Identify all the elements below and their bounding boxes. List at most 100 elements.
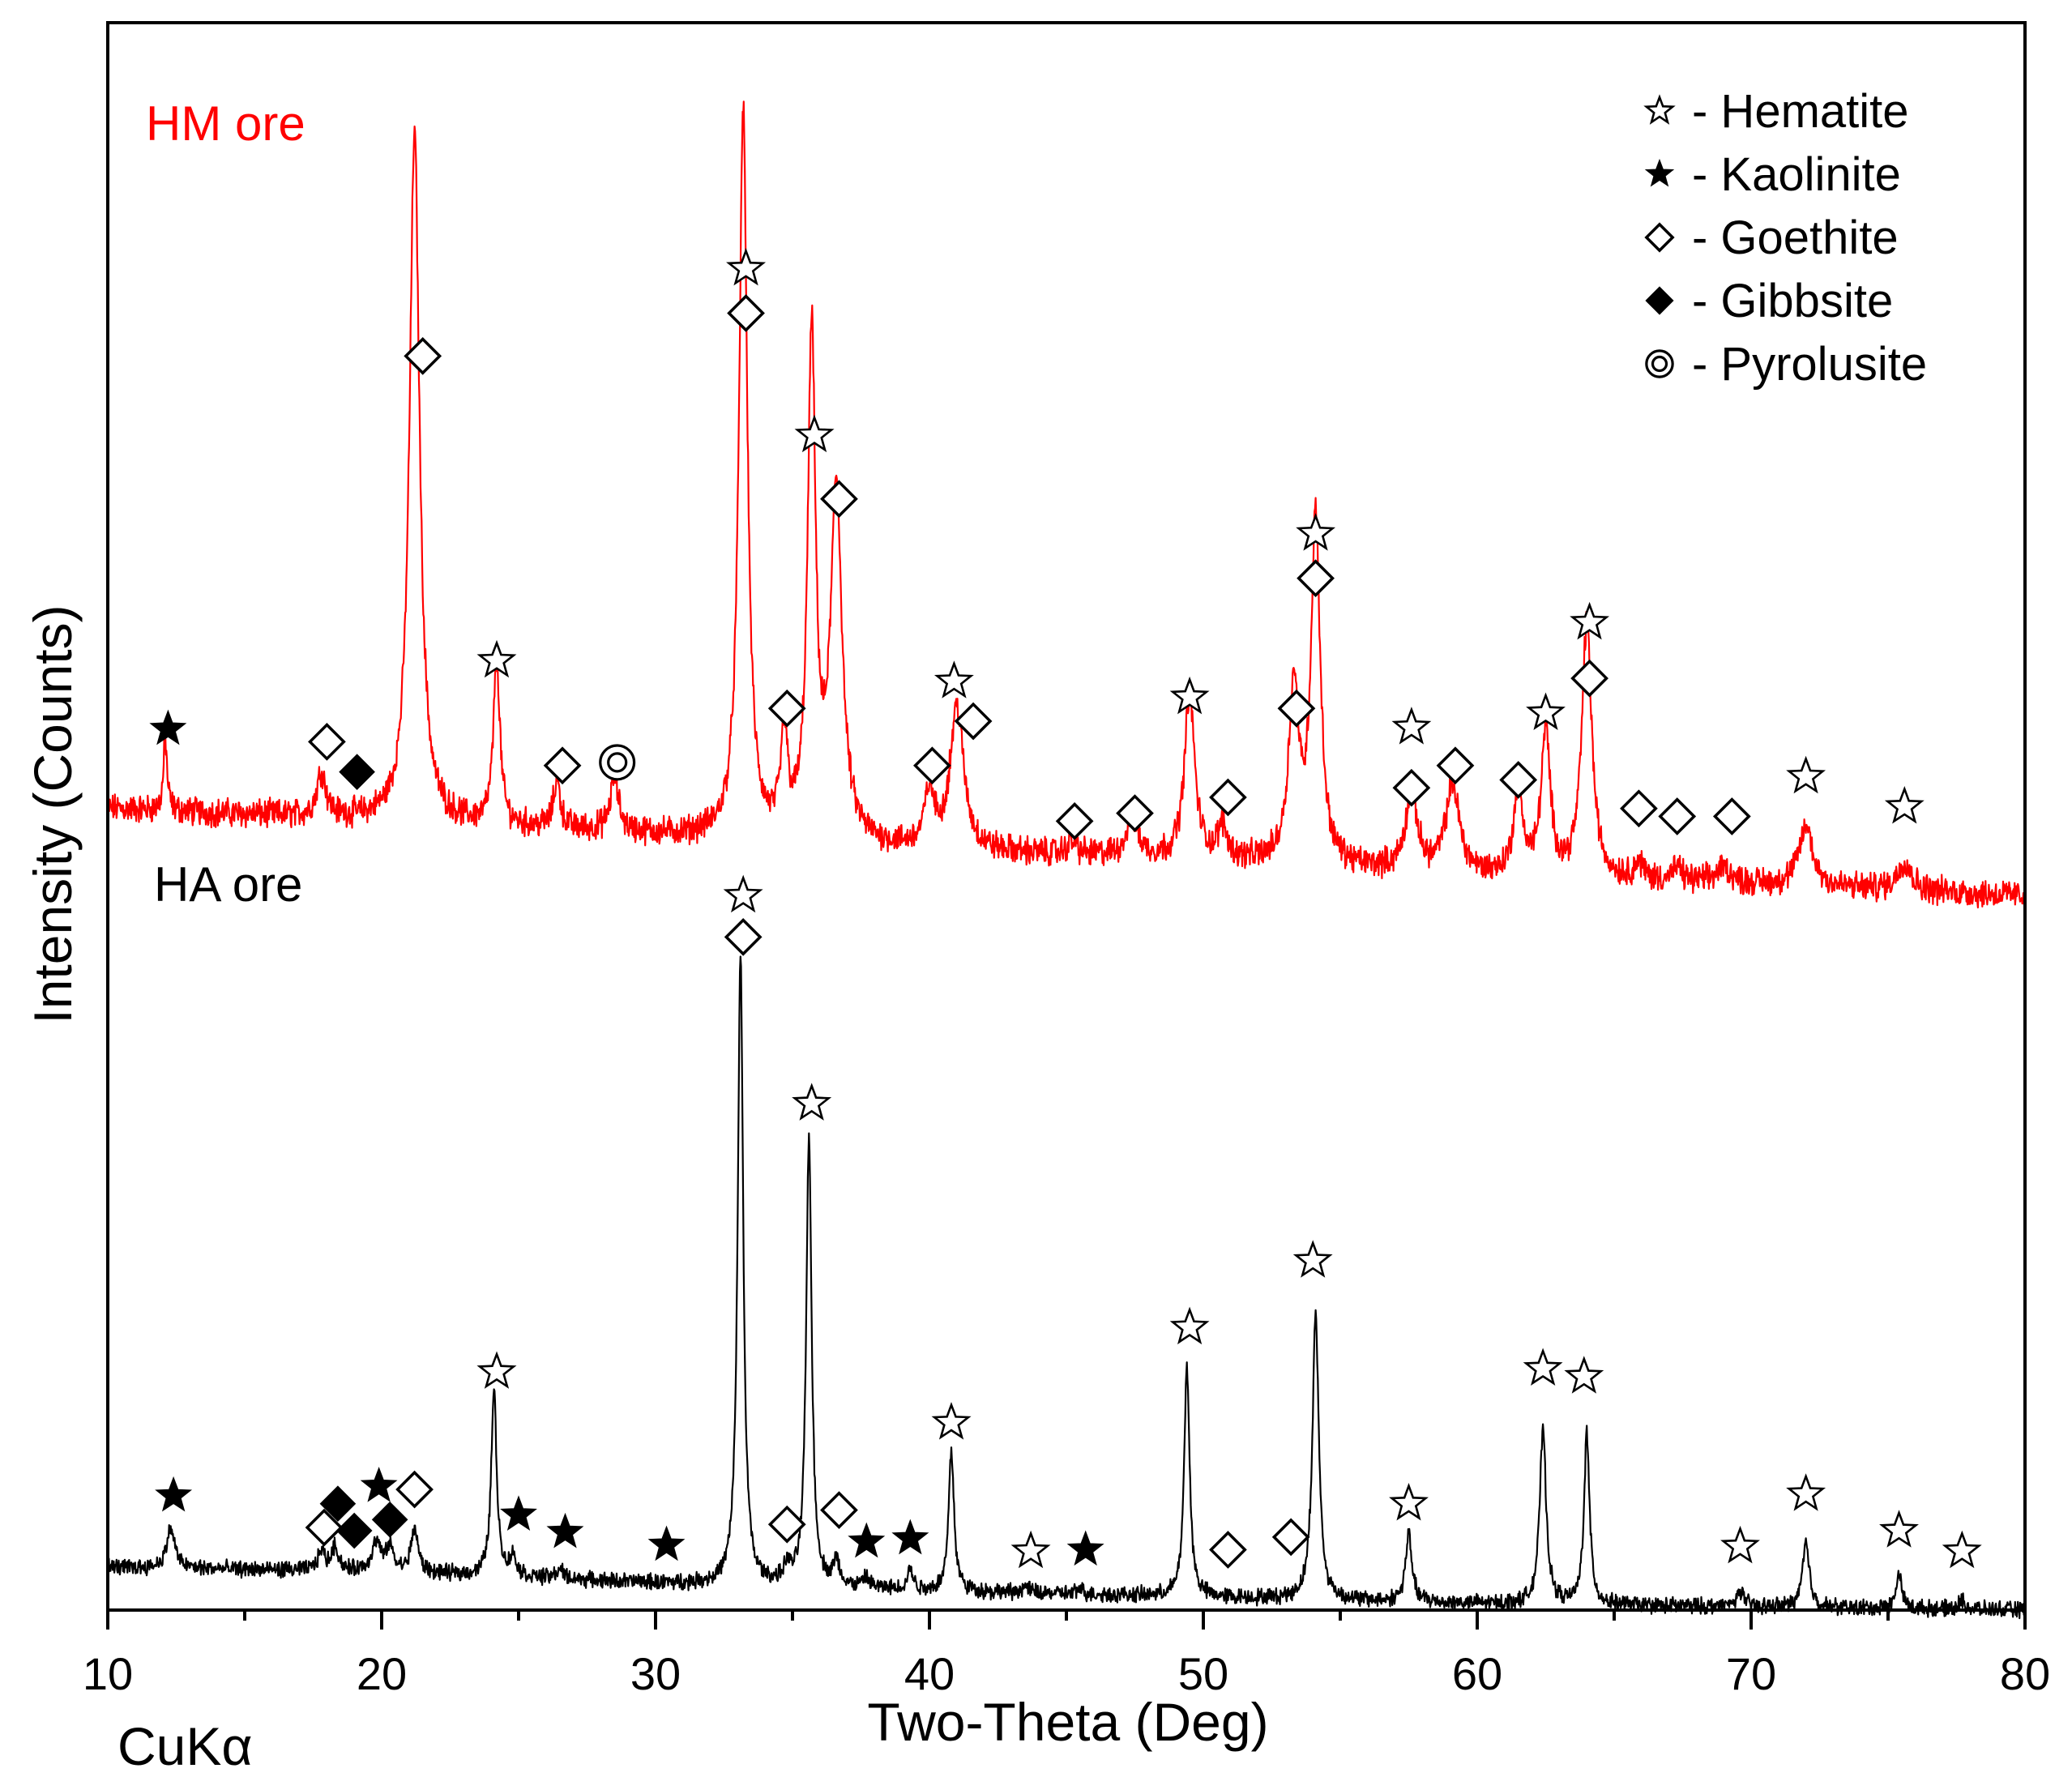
marker-hm-hollow-star-26 (1526, 692, 1566, 731)
marker-hm-hollow-star-4 (476, 639, 517, 678)
marker-hm-hollow-diamond-21 (1297, 559, 1335, 598)
legend: - Hematite - Kaolinite - Goethite - Gibbsit… (1643, 85, 1927, 391)
marker-hm-solid-diamond-2 (339, 754, 375, 790)
marker-ha-hollow-diamond-6 (395, 1470, 434, 1509)
marker-hm-hollow-star-17 (1169, 676, 1210, 715)
marker-ha-hollow-star-7 (476, 1351, 517, 1389)
marker-ha-hollow-star-27 (1564, 1356, 1604, 1394)
marker-hm-hollow-diamond-14 (954, 702, 993, 741)
marker-hm-hollow-diamond-24 (1436, 746, 1475, 785)
marker-hm-hollow-star-27 (1570, 601, 1610, 640)
legend-symbol-bullseye (1645, 349, 1674, 378)
series-label-ha: HA ore (154, 857, 302, 912)
marker-ha-hollow-diamond-15 (820, 1491, 858, 1529)
legend-symbol-hollow-star (1643, 94, 1676, 125)
marker-ha-hollow-diamond-12 (724, 918, 763, 956)
legend-symbol-solid-diamond (1645, 286, 1674, 315)
marker-ha-hollow-star-11 (723, 874, 763, 913)
legend-label: - Kaolinite (1692, 148, 1901, 201)
legend-entry-solid-star: - Kaolinite (1644, 148, 1901, 201)
marker-ha-hollow-star-14 (792, 1083, 832, 1121)
y-axis-label: Intensity (Counts) (23, 604, 83, 1023)
marker-ha-hollow-star-26 (1523, 1348, 1563, 1386)
marker-ha-solid-star-16 (848, 1522, 886, 1558)
marker-hm-hollow-diamond-19 (1277, 689, 1316, 728)
marker-ha-solid-diamond-2 (319, 1485, 357, 1523)
marker-ha-hollow-star-24 (1292, 1240, 1333, 1278)
marker-hm-hollow-star-33 (1884, 785, 1925, 824)
marker-hm-hollow-star-13 (933, 660, 974, 698)
marker-hm-hollow-diamond-25 (1499, 761, 1538, 799)
marker-hm-hollow-diamond-29 (1620, 789, 1658, 828)
marker-ha-solid-star-8 (500, 1495, 537, 1531)
marker-hm-solid-star-0 (149, 709, 187, 745)
marker-ha-hollow-diamond-1 (305, 1508, 344, 1547)
marker-hm-hollow-diamond-12 (913, 746, 951, 785)
marker-hm-hollow-diamond-31 (1712, 797, 1751, 835)
legend-label: - Gibbsite (1692, 275, 1893, 327)
legend-entry-hollow-diamond: - Goethite (1644, 211, 1899, 264)
marker-ha-solid-star-4 (360, 1467, 398, 1502)
legend-entry-solid-diamond: - Gibbsite (1645, 275, 1893, 327)
marker-hm-hollow-star-32 (1786, 755, 1826, 794)
x-tick-label: 20 (357, 1648, 407, 1699)
marker-ha-hollow-star-21 (1169, 1306, 1210, 1345)
x-tick-label: 70 (1726, 1648, 1776, 1699)
marker-ha-hollow-diamond-13 (767, 1505, 806, 1544)
marker-ha-solid-diamond-3 (335, 1512, 373, 1549)
marker-ha-solid-diamond-5 (371, 1501, 408, 1538)
marker-hm-hollow-diamond-15 (1055, 802, 1094, 840)
marker-ha-hollow-diamond-22 (1209, 1531, 1247, 1569)
marker-ha-solid-star-17 (891, 1519, 929, 1555)
legend-label: - Hematite (1692, 85, 1909, 138)
x-ticks-layer: 10 20 30 40 50 60 70 80 (83, 1610, 2050, 1699)
marker-ha-hollow-star-25 (1389, 1482, 1429, 1521)
phase-markers-layer (149, 247, 1982, 1569)
x-tick-label: 80 (2000, 1648, 2050, 1699)
marker-hm-hollow-diamond-3 (404, 337, 442, 375)
legend-symbol-hollow-diamond (1644, 222, 1675, 253)
marker-hm-hollow-diamond-5 (543, 746, 582, 785)
marker-ha-solid-star-10 (647, 1525, 686, 1561)
marker-hm-hollow-diamond-23 (1392, 768, 1431, 807)
x-tick-label: 10 (83, 1648, 133, 1699)
legend-label: - Goethite (1692, 211, 1899, 264)
marker-hm-hollow-star-10 (794, 414, 835, 453)
radiation-label: CuKα (117, 1716, 253, 1776)
marker-hm-hollow-diamond-1 (308, 723, 346, 761)
marker-ha-hollow-star-30 (1879, 1510, 1919, 1548)
marker-hm-hollow-diamond-16 (1116, 794, 1154, 832)
marker-ha-hollow-star-18 (931, 1402, 972, 1440)
marker-hm-hollow-diamond-9 (767, 689, 806, 728)
legend-symbol-solid-star (1644, 158, 1675, 187)
marker-ha-hollow-star-31 (1942, 1530, 1982, 1569)
legend-entry-bullseye: - Pyrolusite (1645, 338, 1927, 391)
marker-hm-hollow-diamond-30 (1658, 797, 1697, 835)
marker-hm-hollow-diamond-28 (1570, 659, 1608, 698)
marker-ha-solid-star-0 (155, 1476, 193, 1512)
marker-ha-solid-star-9 (546, 1512, 584, 1548)
x-tick-label: 40 (904, 1648, 955, 1699)
marker-ha-hollow-star-29 (1786, 1473, 1826, 1511)
marker-hm-hollow-diamond-18 (1209, 778, 1247, 817)
marker-ha-hollow-diamond-23 (1271, 1518, 1310, 1557)
marker-hm-hollow-star-7 (726, 247, 767, 286)
marker-hm-bullseye-6 (599, 744, 636, 781)
legend-entry-hollow-star: - Hematite (1643, 85, 1909, 138)
x-tick-label: 60 (1452, 1648, 1502, 1699)
x-tick-label: 50 (1178, 1648, 1228, 1699)
marker-hm-hollow-diamond-11 (820, 480, 858, 519)
trace-hm-ore (106, 100, 2027, 909)
x-axis-label: Two-Theta (Deg) (867, 1692, 1268, 1752)
marker-ha-hollow-star-28 (1720, 1525, 1760, 1564)
marker-ha-hollow-star-19 (1010, 1530, 1051, 1569)
series-label-hm: HM ore (146, 96, 305, 151)
x-tick-label: 30 (630, 1648, 681, 1699)
marker-hm-hollow-star-22 (1391, 707, 1432, 745)
marker-hm-hollow-star-20 (1296, 513, 1336, 551)
marker-hm-hollow-diamond-8 (727, 294, 765, 332)
marker-ha-solid-star-20 (1066, 1530, 1104, 1566)
legend-label: - Pyrolusite (1692, 338, 1927, 391)
